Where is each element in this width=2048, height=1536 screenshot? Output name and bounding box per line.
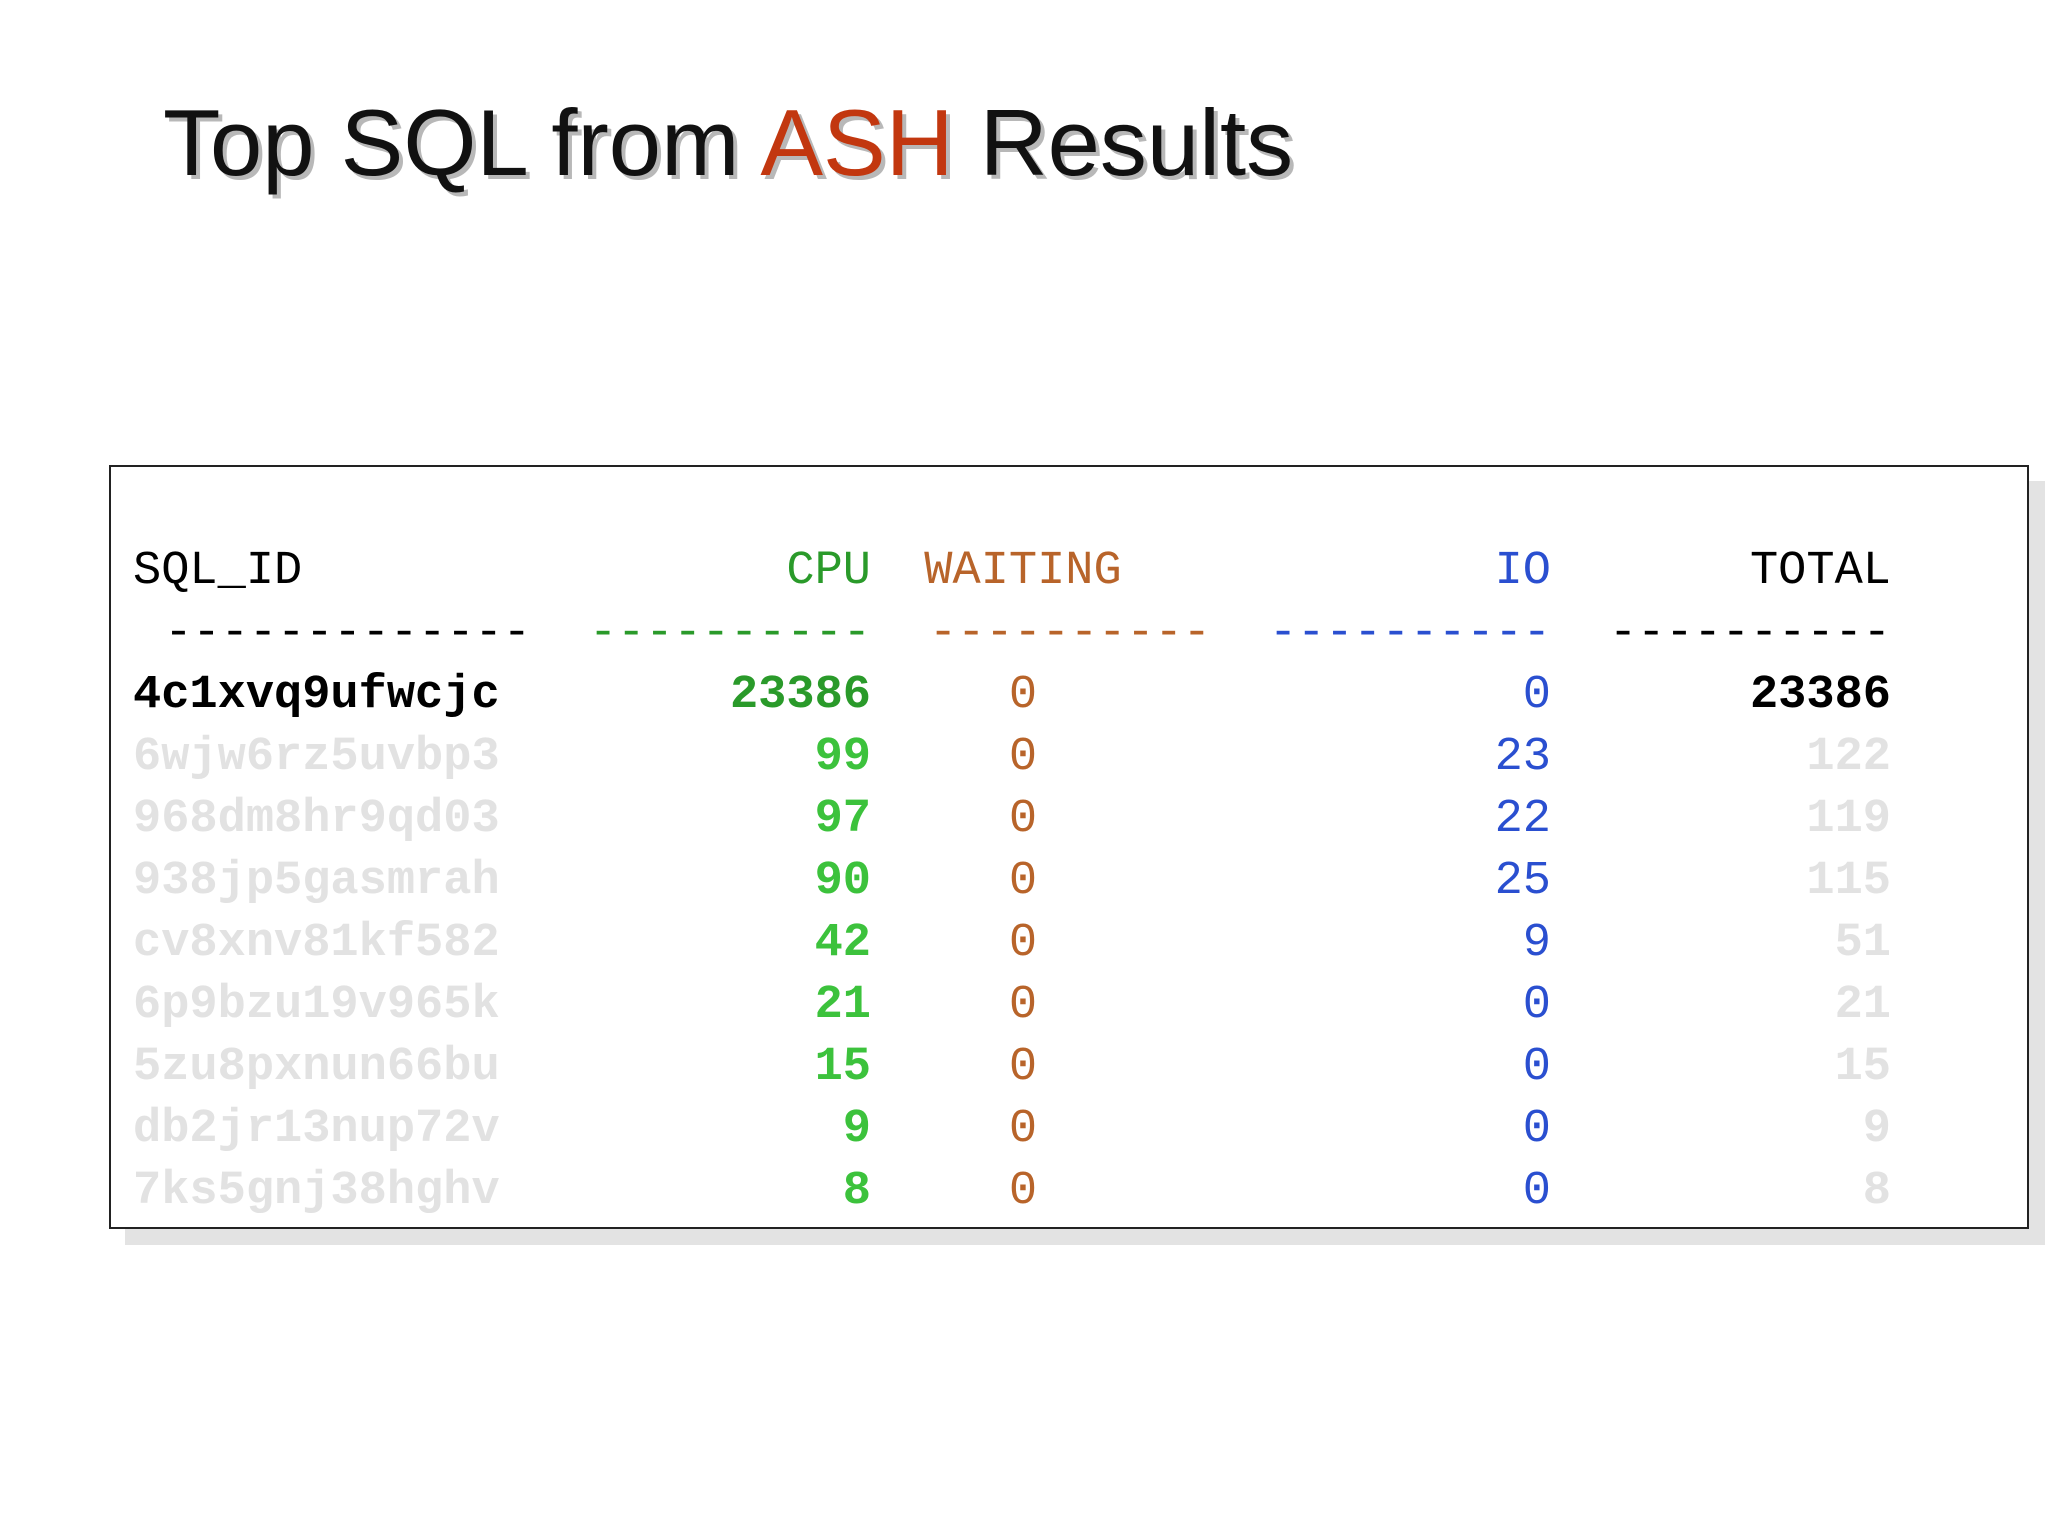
- separator-waiting: ----------: [928, 607, 1211, 660]
- row-cell-sql-id: db2jr13nup72v: [133, 1103, 500, 1156]
- row-cell-sql-id: 938jp5gasmrah: [133, 855, 500, 908]
- result-table: SQL_ID CPU WAITING IO TOTAL ------------- ----…: [133, 541, 1891, 1223]
- header-io: IO: [1494, 545, 1551, 598]
- separator-io: ----------: [1268, 607, 1551, 660]
- separator-total: ----------: [1608, 607, 1891, 660]
- title-part-1: Top SQL from: [163, 90, 761, 195]
- row-cell-sql-id: 6wjw6rz5uvbp3: [133, 731, 500, 784]
- header-total: TOTAL: [1749, 545, 1891, 598]
- separator-sql-id: -------------: [164, 607, 531, 660]
- row-cell-cpu: 23386: [729, 669, 871, 722]
- separator-cpu: ----------: [588, 607, 871, 660]
- row-cell-sql-id: 7ks5gnj38hghv: [133, 1165, 500, 1218]
- row-cell-cpu: 42: [814, 917, 871, 970]
- row-cell-waiting: 0: [1008, 669, 1038, 722]
- row-cell-sql-id: cv8xnv81kf582: [133, 917, 500, 970]
- row-cell-total: 115: [1806, 855, 1891, 908]
- row-cell-cpu: 97: [814, 793, 871, 846]
- row-cell-total: 23386: [1749, 669, 1891, 722]
- row-cell-io: 22: [1494, 793, 1551, 846]
- row-cell-io: 0: [1522, 979, 1551, 1032]
- row-cell-waiting: 0: [1008, 1165, 1038, 1218]
- row-cell-waiting: 0: [1008, 731, 1038, 784]
- row-cell-cpu: 15: [814, 1041, 871, 1094]
- row-cell-total: 119: [1806, 793, 1891, 846]
- slide-title: Top SQL from ASH Results: [163, 88, 1293, 198]
- row-cell-sql-id: 4c1xvq9ufwcjc: [133, 669, 500, 722]
- row-cell-total: 9: [1862, 1103, 1891, 1156]
- row-cell-io: 0: [1522, 1103, 1551, 1156]
- header-sql-id: SQL_ID: [133, 545, 303, 598]
- query-result-box: SQL_ID CPU WAITING IO TOTAL ------------- ----…: [109, 465, 2029, 1229]
- header-cpu: CPU: [786, 545, 871, 598]
- title-part-2: Results: [953, 90, 1294, 195]
- row-cell-waiting: 0: [1008, 979, 1038, 1032]
- row-cell-total: 8: [1862, 1165, 1891, 1218]
- row-cell-waiting: 0: [1008, 855, 1038, 908]
- header-waiting: WAITING: [924, 545, 1122, 598]
- row-cell-waiting: 0: [1008, 1041, 1038, 1094]
- row-cell-io: 25: [1494, 855, 1551, 908]
- row-cell-cpu: 8: [842, 1165, 871, 1218]
- row-cell-waiting: 0: [1008, 793, 1038, 846]
- row-cell-io: 9: [1522, 917, 1551, 970]
- title-accent: ASH: [760, 90, 954, 195]
- row-cell-waiting: 0: [1008, 1103, 1038, 1156]
- row-cell-io: 0: [1522, 1041, 1551, 1094]
- row-cell-sql-id: 968dm8hr9qd03: [133, 793, 500, 846]
- row-cell-total: 21: [1834, 979, 1891, 1032]
- row-cell-cpu: 99: [814, 731, 871, 784]
- row-cell-cpu: 21: [814, 979, 871, 1032]
- row-cell-cpu: 9: [842, 1103, 871, 1156]
- row-cell-io: 23: [1494, 731, 1551, 784]
- row-cell-sql-id: 6p9bzu19v965k: [133, 979, 500, 1032]
- row-cell-total: 15: [1834, 1041, 1891, 1094]
- row-cell-cpu: 90: [814, 855, 871, 908]
- row-cell-total: 122: [1806, 731, 1891, 784]
- row-cell-io: 0: [1522, 669, 1551, 722]
- row-cell-total: 51: [1834, 917, 1891, 970]
- row-cell-io: 0: [1522, 1165, 1551, 1218]
- row-cell-waiting: 0: [1008, 917, 1038, 970]
- row-cell-sql-id: 5zu8pxnun66bu: [133, 1041, 500, 1094]
